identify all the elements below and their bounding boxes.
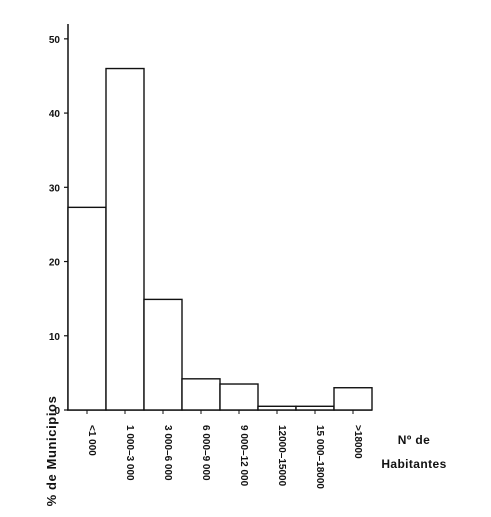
x-category-label: 15 000–18000 — [314, 425, 325, 489]
histogram-bar — [143, 298, 183, 411]
x-category-label: >18000 — [352, 425, 363, 459]
y-tick-label: 30 — [49, 183, 61, 194]
histogram-bar — [257, 405, 297, 411]
histogram-bar — [67, 206, 107, 411]
x-category-label: 12000–15000 — [276, 425, 287, 487]
y-tick-label: 10 — [49, 332, 61, 343]
x-category-label: 3 000–6 000 — [162, 425, 173, 481]
y-axis-label: % de Municipios — [44, 395, 59, 507]
x-category-label: 1 000–3 000 — [124, 425, 135, 481]
histogram-bar — [219, 383, 259, 411]
y-tick-label: 20 — [49, 258, 61, 269]
histogram-bar — [105, 67, 145, 411]
x-axis-label: Nº de Habitantes — [381, 433, 447, 471]
x-category-label: <1 000 — [86, 425, 97, 456]
y-tick-label: 0 — [54, 406, 60, 417]
x-category-label: 9 000–12 000 — [238, 425, 249, 487]
histogram-bar — [333, 387, 373, 411]
y-tick-label: 40 — [49, 109, 61, 120]
x-category-label: 6 000–9 000 — [200, 425, 211, 481]
histogram-bar — [295, 405, 335, 411]
y-tick-label: 50 — [49, 35, 61, 46]
histogram-bar — [181, 378, 221, 411]
